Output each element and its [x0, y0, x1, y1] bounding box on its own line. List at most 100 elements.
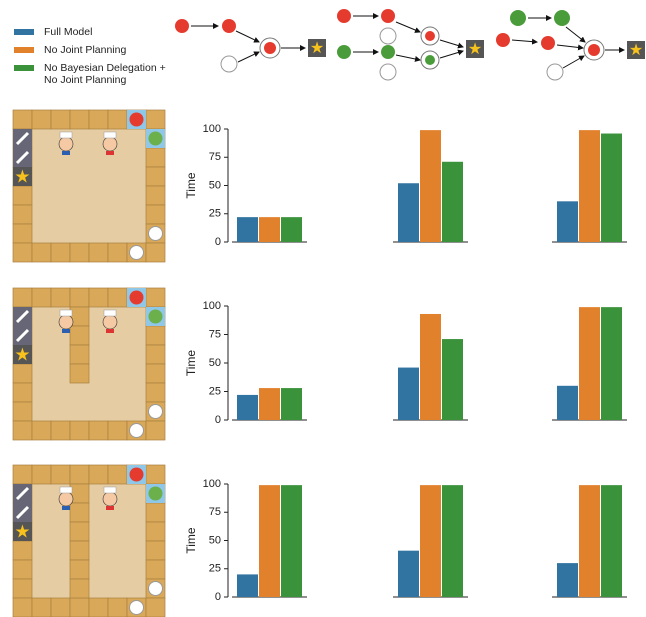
chef-body	[62, 151, 70, 155]
chef-body	[106, 329, 114, 333]
chef	[102, 136, 118, 152]
y-tick-label: 25	[209, 208, 221, 220]
counter	[69, 109, 90, 130]
bar	[281, 388, 302, 420]
bar	[281, 217, 302, 242]
counter	[145, 242, 166, 263]
lettuce	[148, 309, 163, 324]
counter	[69, 420, 90, 441]
counter	[12, 420, 33, 441]
counter	[145, 502, 166, 523]
counter	[12, 204, 33, 225]
tile	[13, 522, 32, 541]
counter	[69, 363, 90, 384]
counter	[69, 344, 90, 365]
bar	[420, 313, 441, 420]
y-tick-label: 75	[209, 151, 221, 163]
chef-hat	[59, 309, 73, 317]
counter	[12, 540, 33, 561]
counter	[88, 109, 109, 130]
chef-body	[62, 329, 70, 333]
bar	[237, 217, 258, 242]
svg-text:★: ★	[310, 40, 324, 57]
counter	[31, 242, 52, 263]
plate	[148, 404, 163, 419]
y-axis-label: Time	[184, 350, 198, 377]
y-axis-label: Time	[184, 527, 198, 554]
bar	[259, 388, 280, 420]
bar	[398, 183, 419, 242]
bar	[442, 485, 463, 597]
counter	[12, 559, 33, 580]
counter	[69, 464, 90, 485]
tile	[13, 345, 32, 364]
counter	[31, 420, 52, 441]
legend-swatch	[14, 65, 34, 71]
star: ★	[14, 166, 30, 186]
counter	[145, 185, 166, 206]
chef	[58, 136, 74, 152]
y-tick-label: 100	[203, 300, 221, 312]
counter	[31, 109, 52, 130]
counter	[145, 344, 166, 365]
chef-hat	[59, 131, 73, 139]
bar	[237, 394, 258, 420]
y-tick-label: 50	[209, 357, 221, 369]
bar	[281, 485, 302, 597]
tomato	[129, 467, 144, 482]
y-tick-label: 25	[209, 385, 221, 397]
y-tick-label: 100	[203, 123, 221, 135]
chef	[102, 314, 118, 330]
counter	[145, 420, 166, 441]
bar	[259, 217, 280, 242]
counter	[145, 464, 166, 485]
counter	[12, 109, 33, 130]
counter	[69, 242, 90, 263]
counter	[145, 597, 166, 617]
counter	[88, 287, 109, 308]
counter	[88, 242, 109, 263]
legend-label: No Bayesian Delegation + No Joint Planni…	[44, 62, 166, 86]
knife	[15, 486, 30, 501]
counter	[12, 223, 33, 244]
plate	[148, 581, 163, 596]
bar	[601, 485, 622, 597]
svg-text:★: ★	[468, 41, 482, 58]
tomato	[129, 112, 144, 127]
counter	[107, 109, 128, 130]
counter	[145, 325, 166, 346]
counter	[107, 242, 128, 263]
legend-label: No Joint Planning	[44, 44, 127, 56]
y-tick-label: 0	[215, 591, 221, 603]
plate	[129, 245, 144, 260]
counter	[145, 204, 166, 225]
knife	[15, 150, 30, 165]
legend-item: No Bayesian Delegation + No Joint Planni…	[14, 62, 174, 86]
floor	[13, 110, 165, 262]
counter	[145, 521, 166, 542]
kitchen-maps: ★ ★ ★	[12, 109, 166, 617]
knife	[15, 505, 30, 520]
knife	[15, 131, 30, 146]
counter	[69, 521, 90, 542]
bar-chart: 0 25 50 75 100 Time	[184, 300, 627, 426]
legend-label: Full Model	[44, 26, 93, 38]
plate	[129, 600, 144, 615]
y-tick-label: 0	[215, 236, 221, 248]
bar	[579, 307, 600, 420]
star: ★	[14, 521, 30, 541]
counter	[145, 559, 166, 580]
counter	[145, 166, 166, 187]
bar	[579, 485, 600, 597]
counter	[107, 287, 128, 308]
bar	[237, 574, 258, 597]
counter	[88, 464, 109, 485]
counter	[69, 502, 90, 523]
chef-hat	[59, 486, 73, 494]
counter	[50, 464, 71, 485]
counter	[69, 287, 90, 308]
bar	[420, 485, 441, 597]
counter	[12, 287, 33, 308]
bar	[259, 485, 280, 597]
